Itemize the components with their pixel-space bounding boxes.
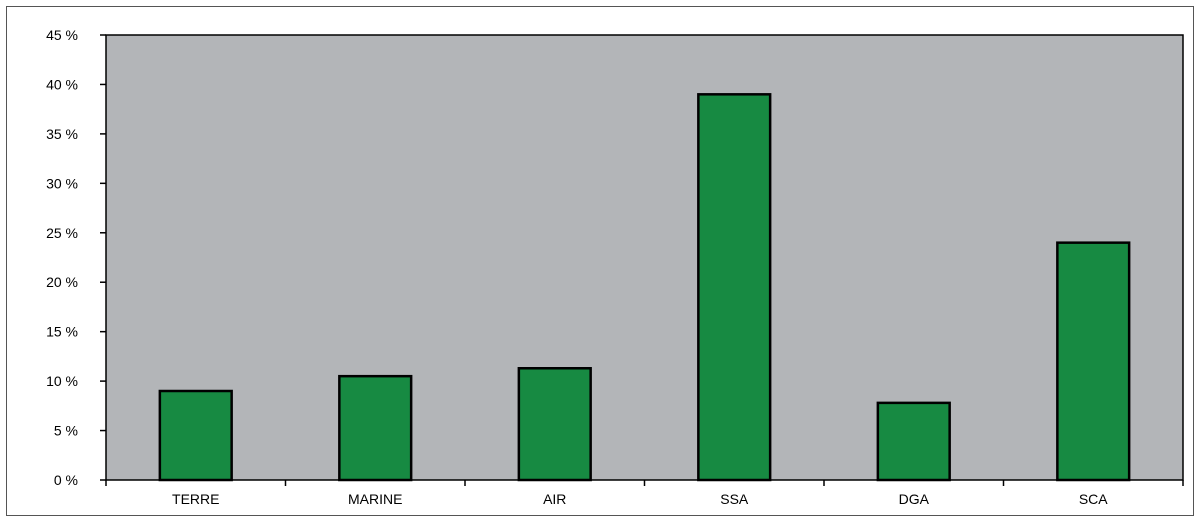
bar-marine <box>338 374 413 482</box>
x-axis: TERRE MARINE AIR SSA DGA SCA <box>105 480 1184 507</box>
y-axis: 0 % 5 % 10 % 15 % 20 % 25 % 30 % 35 % 40 % 45 % <box>46 27 106 488</box>
x-tick-label: MARINE <box>348 491 402 507</box>
y-tick-label: 0 % <box>54 472 78 488</box>
x-tick-label: SSA <box>720 491 749 507</box>
y-tick-label: 15 % <box>46 324 78 340</box>
plot-area <box>105 34 1184 481</box>
y-tick-label: 45 % <box>46 27 78 43</box>
y-tick-label: 35 % <box>46 126 78 142</box>
bar-terre <box>158 389 233 482</box>
bar-ssa <box>697 93 772 482</box>
y-tick-label: 30 % <box>46 175 78 191</box>
x-tick-label: DGA <box>899 491 930 507</box>
x-tick-label: TERRE <box>172 491 219 507</box>
x-tick-label: AIR <box>543 491 566 507</box>
bars <box>158 93 1131 482</box>
bar-dga <box>876 401 951 482</box>
x-tick-label: SCA <box>1079 491 1108 507</box>
y-tick-label: 20 % <box>46 274 78 290</box>
bar-sca <box>1056 241 1131 482</box>
y-tick-label: 5 % <box>54 423 78 439</box>
y-tick-label: 40 % <box>46 76 78 92</box>
bar-air <box>517 367 592 482</box>
y-tick-label: 10 % <box>46 373 78 389</box>
y-tick-label: 25 % <box>46 225 78 241</box>
